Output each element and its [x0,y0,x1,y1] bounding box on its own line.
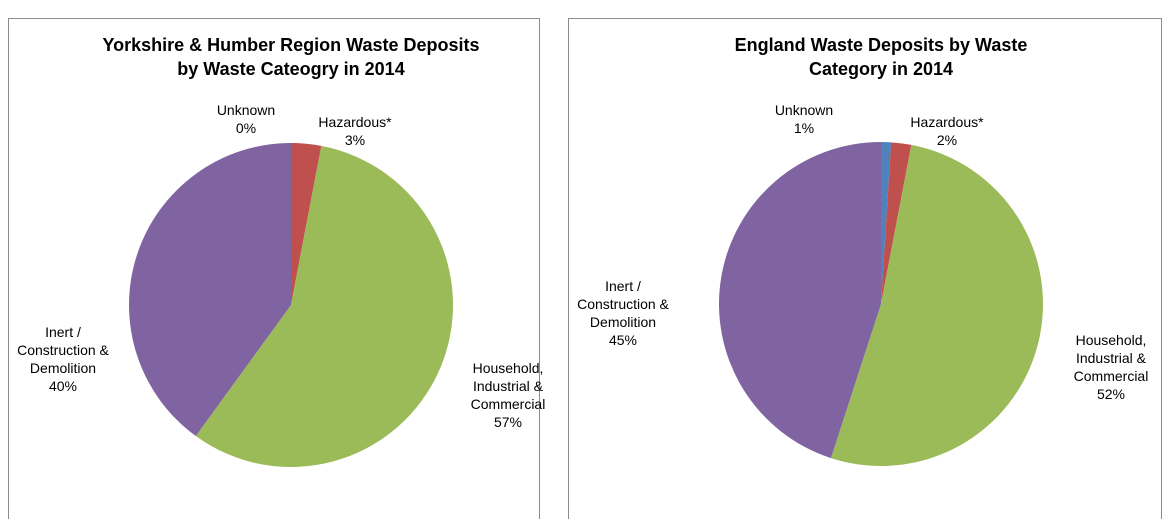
slice-label: Unknown 1% [758,101,850,137]
slice-label: Household, Industrial & Commercial 57% [462,359,554,431]
category-label: Inert / Construction & Demolition [17,324,109,376]
pie-slice [718,142,881,459]
percent-label: 1% [793,120,815,136]
pie-chart [129,143,454,468]
category-label: Hazardous* [318,114,392,130]
percent-label: 3% [344,132,366,148]
category-label: Household, Industrial & Commercial [470,360,546,412]
chart-title: Yorkshire & Humber Region Waste Deposits… [102,35,480,79]
category-label: Inert / Construction & Demolition [577,278,669,330]
chart-panel: England Waste Deposits by Waste Category… [568,18,1162,519]
pie-slice [291,143,322,305]
pie-slice [195,145,454,468]
percent-label: 2% [936,132,958,148]
slice-label: Household, Industrial & Commercial 52% [1065,331,1157,403]
category-label: Unknown [774,102,834,118]
slice-label: Inert / Construction & Demolition 45% [577,277,669,349]
category-label: Hazardous* [910,114,984,130]
slice-label: Hazardous* 3% [309,113,401,149]
chart-title: England Waste Deposits by Waste Category… [734,35,1028,79]
chart-panel: Yorkshire & Humber Region Waste Deposits… [8,18,545,519]
pie-slice [830,144,1043,466]
percent-label: 52% [1096,386,1126,402]
pie-chart [718,142,1043,466]
slice-label: Inert / Construction & Demolition 40% [17,323,109,395]
slice-label: Hazardous* 2% [901,113,993,149]
percent-label: 45% [608,332,638,348]
pie-slice [881,142,912,304]
slice-label: Unknown 0% [200,101,292,137]
category-label: Unknown [216,102,276,118]
percent-label: 40% [48,378,78,394]
percent-label: 57% [493,414,523,430]
percent-label: 0% [235,120,257,136]
category-label: Household, Industrial & Commercial [1073,332,1149,384]
pie-slice [881,142,892,304]
pie-slice [129,143,291,437]
